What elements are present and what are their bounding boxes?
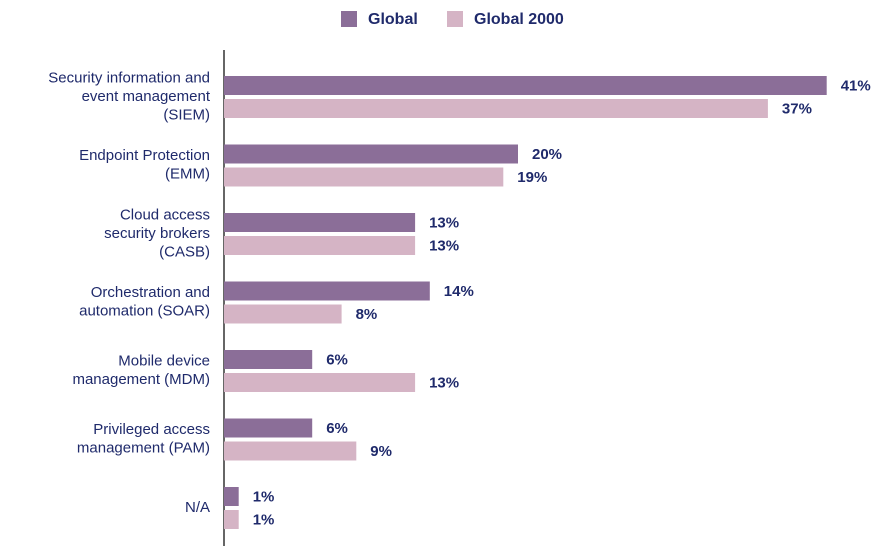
value-label: 6%: [326, 420, 348, 437]
legend-label: Global 2000: [474, 11, 564, 28]
bar: [224, 418, 313, 438]
bar: [224, 510, 239, 529]
legend-label: Global: [368, 11, 418, 28]
bar: [224, 144, 518, 164]
category-label: Cloud access: [120, 206, 210, 223]
value-label: 37%: [782, 100, 812, 117]
value-label: 1%: [253, 511, 275, 528]
bar: [224, 350, 313, 369]
legend-swatch: [341, 11, 357, 27]
category-label: management (MDM): [72, 371, 210, 388]
category-label: event management: [82, 88, 211, 105]
value-label: 8%: [356, 306, 378, 323]
bar: [224, 167, 504, 187]
category-label: (CASB): [159, 243, 210, 260]
value-label: 14%: [444, 283, 474, 300]
value-label: 13%: [429, 214, 459, 231]
bar: [224, 373, 416, 392]
value-label: 19%: [517, 169, 547, 186]
category-label: (EMM): [165, 166, 210, 183]
value-label: 9%: [370, 443, 392, 460]
bar: [224, 213, 416, 232]
category-label: Mobile device: [118, 353, 210, 370]
legend-swatch: [447, 11, 463, 27]
category-label: security brokers: [104, 225, 210, 242]
bar: [224, 76, 827, 95]
bar: [224, 281, 430, 301]
category-label: Endpoint Protection: [79, 147, 210, 164]
value-label: 41%: [841, 77, 871, 94]
category-label: Security information and: [48, 69, 210, 86]
bar: [224, 99, 768, 118]
category-label: N/A: [185, 499, 210, 516]
category-label: automation (SOAR): [79, 303, 210, 320]
bar: [224, 441, 357, 461]
category-label: (SIEM): [163, 106, 210, 123]
bar: [224, 487, 239, 506]
category-label: Orchestration and: [91, 284, 210, 301]
value-label: 13%: [429, 374, 459, 391]
value-label: 6%: [326, 351, 348, 368]
bar: [224, 304, 342, 324]
category-label: management (PAM): [77, 440, 210, 457]
value-label: 20%: [532, 146, 562, 163]
value-label: 1%: [253, 488, 275, 505]
category-label: Privileged access: [93, 421, 210, 438]
value-label: 13%: [429, 237, 459, 254]
bar: [224, 236, 416, 255]
